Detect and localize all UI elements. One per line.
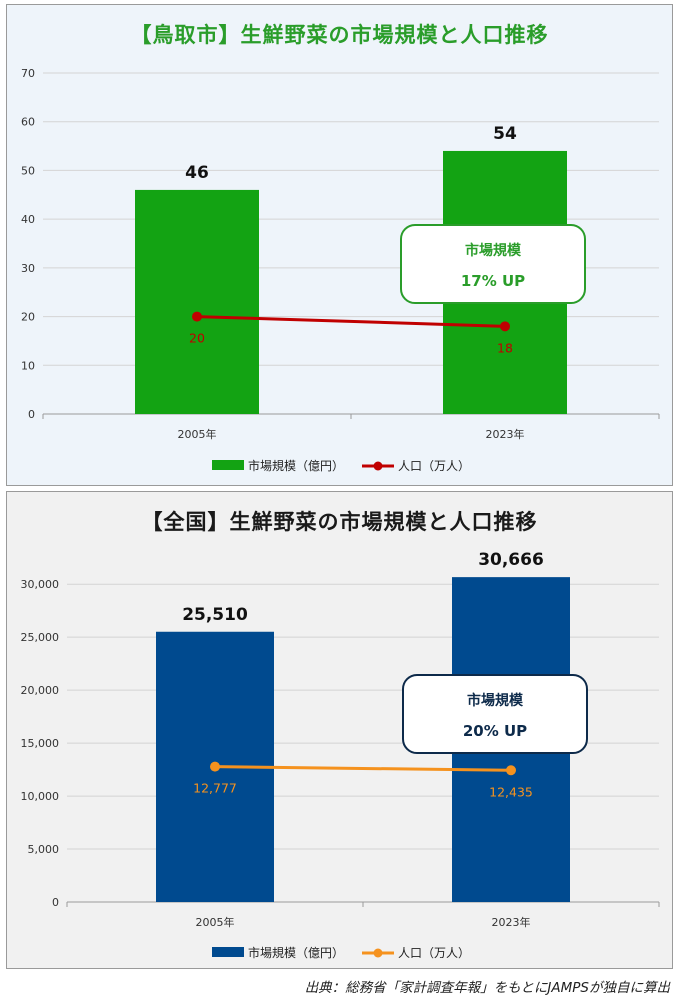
annotation-line2: 20% UP — [463, 722, 527, 740]
legend-swatch-bar — [212, 947, 244, 957]
line-point — [500, 321, 510, 332]
line-data-label: 12,435 — [489, 784, 533, 799]
legend-swatch-marker — [373, 948, 383, 958]
y-tick-label: 60 — [21, 116, 35, 129]
national-chart-panel: 【全国】生鮮野菜の市場規模と人口推移 0 5,000 10,000 15,000 20,… — [6, 491, 673, 969]
source-note: 出典：総務省「家計調査年報」をもとにJAMPSが独自に算出 — [304, 980, 670, 996]
y-tick-label: 5,000 — [28, 843, 60, 856]
y-tick-label: 0 — [52, 896, 59, 909]
y-tick-label: 20,000 — [21, 684, 60, 697]
chart-title: 【鳥取市】生鮮野菜の市場規模と人口推移 — [130, 23, 549, 47]
y-tick-label: 50 — [21, 164, 35, 177]
legend-label: 人口（万人） — [398, 459, 470, 473]
line-point — [210, 761, 220, 772]
bar-data-label: 46 — [185, 163, 209, 183]
annotation-line1: 市場規模 — [465, 242, 522, 259]
annotation-line2: 17% UP — [461, 272, 525, 290]
legend-label: 市場規模（億円） — [248, 945, 344, 960]
y-tick-label: 20 — [21, 311, 35, 324]
y-tick-label: 15,000 — [21, 737, 60, 750]
national-chart: 0 5,000 10,000 15,000 20,000 25,000 30,000 25,5… — [21, 550, 660, 960]
x-tick-label: 2023年 — [486, 427, 525, 441]
line-point — [506, 765, 516, 776]
y-tick-label: 0 — [28, 408, 35, 421]
legend-swatch-marker — [373, 461, 383, 471]
line-point — [192, 311, 202, 322]
line-series — [214, 765, 512, 772]
annotation-box — [400, 224, 586, 304]
bar-data-label: 25,510 — [182, 605, 248, 625]
tottori-chart-panel: 【鳥取市】生鮮野菜の市場規模と人口推移 0 10 20 30 40 50 60 70 46 54 2… — [6, 4, 673, 486]
legend-label: 人口（万人） — [398, 946, 470, 960]
x-tick-label: 2005年 — [196, 915, 235, 929]
legend-label: 市場規模（億円） — [248, 458, 344, 473]
x-tick-label: 2005年 — [178, 427, 217, 441]
y-tick-label: 70 — [21, 67, 35, 80]
line-data-label: 18 — [497, 340, 513, 355]
line-series — [196, 315, 506, 328]
line-data-label: 20 — [189, 331, 205, 346]
line-data-label: 12,777 — [193, 781, 237, 796]
tottori-chart: 0 10 20 30 40 50 60 70 46 54 2005年 2023年 20 18 市場規模 17%… — [21, 67, 660, 473]
y-tick-label: 40 — [21, 213, 35, 226]
annotation-line1: 市場規模 — [467, 692, 524, 709]
y-tick-label: 10 — [21, 359, 35, 372]
y-tick-label: 30 — [21, 262, 35, 275]
x-tick-label: 2023年 — [492, 915, 531, 929]
y-tick-label: 10,000 — [21, 790, 60, 803]
y-tick-label: 30,000 — [21, 578, 60, 591]
bar-data-label: 54 — [493, 124, 517, 144]
legend-swatch-bar — [212, 460, 244, 470]
y-tick-label: 25,000 — [21, 631, 60, 644]
bar-data-label: 30,666 — [478, 550, 544, 570]
annotation-box — [402, 674, 588, 754]
bar — [135, 189, 259, 414]
chart-title: 【全国】生鮮野菜の市場規模と人口推移 — [141, 510, 538, 534]
